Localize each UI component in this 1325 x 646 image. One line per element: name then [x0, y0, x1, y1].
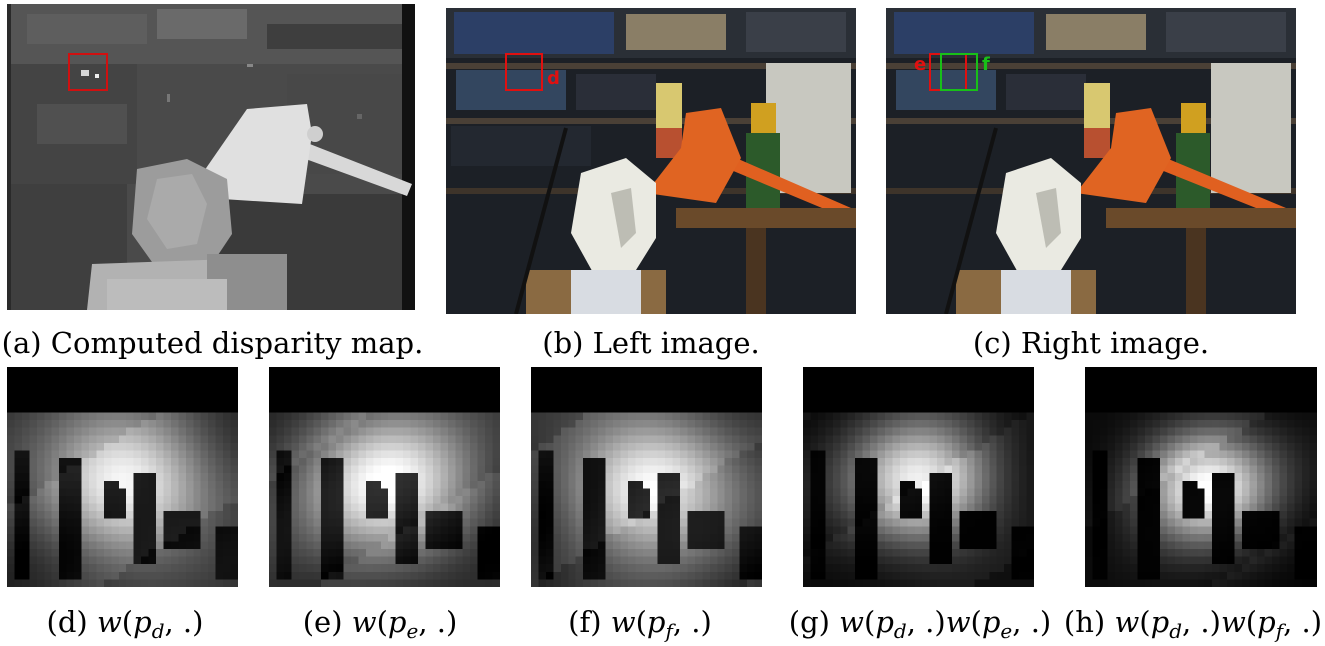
caption-sub: f — [1275, 619, 1284, 643]
weight-map-h — [1085, 367, 1317, 587]
caption-sub: d — [151, 619, 165, 643]
caption-tag: (e) — [302, 605, 343, 639]
marker-label-d: d — [547, 68, 560, 89]
caption-fn: w — [1220, 605, 1246, 639]
caption-tag: (f) — [568, 605, 602, 639]
caption-sub: d — [1169, 619, 1182, 643]
caption-fn: w — [945, 605, 971, 639]
marker-label-f: f — [982, 54, 990, 75]
caption-sub: d — [893, 619, 907, 643]
left-stereo-image: d — [446, 8, 856, 314]
caption-disparity-map: (a) Computed disparity map. — [1, 326, 424, 360]
caption-weight-g: (g) w(pd, .)w(pe, .) — [788, 605, 1052, 643]
caption-weight-e: (e) w(pe, .) — [302, 605, 458, 643]
caption-sub: f — [665, 619, 673, 643]
caption-tag: (h) — [1063, 605, 1106, 639]
caption-fn: w — [1114, 605, 1140, 639]
caption-fn: w — [96, 605, 122, 639]
caption-tag: (d) — [46, 605, 88, 639]
caption-right-image: (c) Right image. — [972, 326, 1210, 360]
caption-fn: w — [610, 605, 636, 639]
weight-map-f — [531, 367, 762, 587]
caption-weight-h: (h) w(pd, .)w(pf, .) — [1063, 605, 1323, 643]
marker-label-e: e — [914, 54, 927, 75]
disparity-map-image — [7, 4, 415, 310]
caption-weight-f: (f) w(pf, .) — [568, 605, 712, 643]
caption-sub: e — [406, 619, 419, 643]
right-stereo-image: e f — [886, 8, 1296, 314]
caption-weight-d: (d) w(pd, .) — [46, 605, 204, 643]
caption-fn: w — [351, 605, 377, 639]
caption-sub: e — [1000, 619, 1013, 643]
weight-map-g — [803, 367, 1034, 587]
caption-tag: (g) — [788, 605, 830, 639]
weight-map-e — [269, 367, 500, 587]
caption-left-image: (b) Left image. — [542, 326, 760, 360]
caption-fn: w — [839, 605, 864, 639]
weight-map-d — [7, 367, 238, 587]
